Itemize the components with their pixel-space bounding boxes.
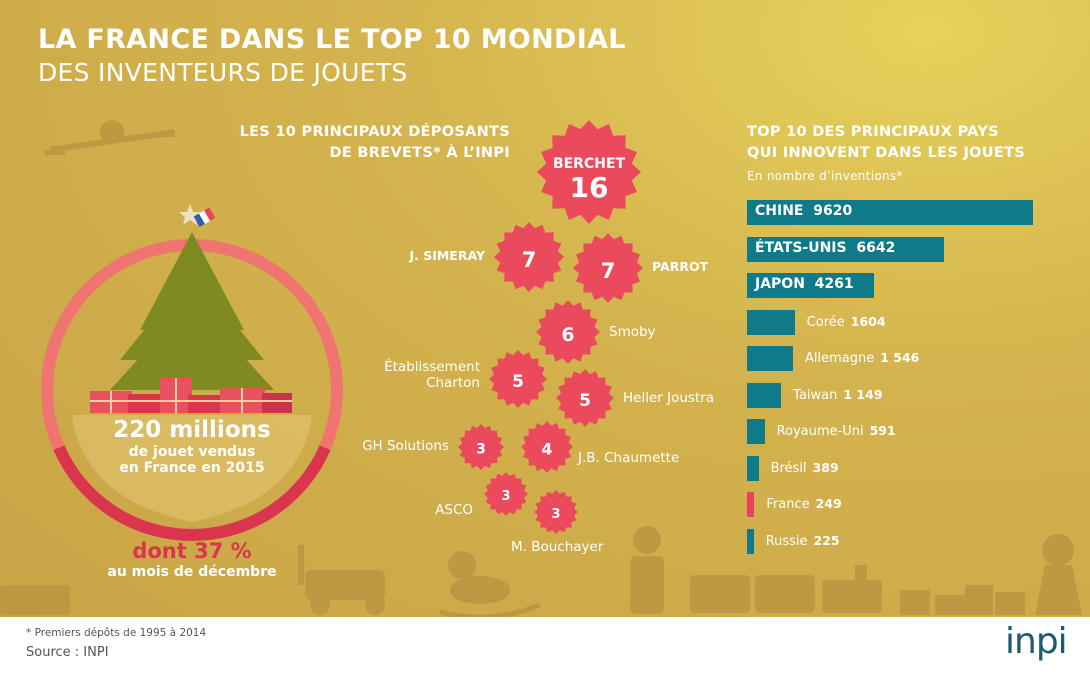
depositor-name: GH Solutions bbox=[362, 438, 449, 454]
source: Source : INPI bbox=[26, 645, 109, 660]
country-bar bbox=[747, 419, 765, 444]
country-label: Russie225 bbox=[766, 533, 840, 549]
country-label: Allemagne1 546 bbox=[805, 350, 919, 366]
depositor-name: J. SIMERAY bbox=[409, 248, 485, 263]
infographic-background: LA FRANCE DANS LE TOP 10 MONDIAL DES INV… bbox=[0, 0, 1090, 617]
inpi-logo: inpi bbox=[1005, 621, 1067, 662]
depositor-value: 7 bbox=[522, 248, 537, 272]
countries-subtitle: En nombre d’inventions* bbox=[747, 166, 1025, 187]
depositors-bubble-chart: BERCHET16 7 7 6 5 5 3 4 3 3 bbox=[0, 0, 1090, 617]
country-label: CHINE 9620 bbox=[755, 203, 852, 219]
country-label: Corée1604 bbox=[807, 314, 886, 330]
depositor-value: 3 bbox=[551, 507, 560, 522]
country-label: Royaume-Uni591 bbox=[777, 423, 896, 439]
country-label: Taiwan1 149 bbox=[793, 387, 882, 403]
countries-title-line1: TOP 10 DES PRINCIPAUX PAYS bbox=[747, 122, 1025, 143]
depositor-value: 4 bbox=[541, 439, 552, 458]
depositor-name: Smoby bbox=[609, 324, 656, 340]
depositor-name: ÉtablissementCharton bbox=[384, 359, 480, 391]
country-bar bbox=[747, 383, 781, 408]
depositor-value: 3 bbox=[476, 441, 486, 457]
depositor-name: ASCO bbox=[435, 502, 473, 518]
depositor-name: M. Bouchayer bbox=[511, 539, 603, 555]
depositor-value: 7 bbox=[601, 259, 616, 283]
country-bar bbox=[747, 529, 754, 554]
country-bar: ÉTATS-UNIS 6642 bbox=[747, 237, 944, 262]
footnote: * Premiers dépôts de 1995 à 2014 bbox=[26, 627, 206, 639]
depositor-value: 5 bbox=[579, 391, 591, 411]
depositor-value: 3 bbox=[501, 489, 510, 504]
country-label: France249 bbox=[766, 496, 841, 512]
country-label: JAPON 4261 bbox=[755, 276, 854, 292]
country-bar bbox=[747, 456, 759, 481]
depositor-name: PARROT bbox=[652, 259, 708, 274]
depositor-value: 6 bbox=[561, 324, 574, 346]
country-label: ÉTATS-UNIS 6642 bbox=[755, 240, 895, 256]
depositor-name: BERCHET bbox=[553, 156, 626, 172]
depositor-value: 16 bbox=[570, 171, 609, 204]
country-label: Brésil389 bbox=[771, 460, 839, 476]
country-bar: JAPON 4261 bbox=[747, 273, 874, 298]
country-bar: CHINE 9620 bbox=[747, 200, 1033, 225]
country-bar bbox=[747, 310, 795, 335]
depositor-name: J.B. Chaumette bbox=[578, 450, 679, 466]
footer: * Premiers dépôts de 1995 à 2014 Source … bbox=[0, 617, 1090, 677]
country-bar bbox=[747, 346, 793, 371]
countries-title-line2: QUI INNOVENT DANS LES JOUETS bbox=[747, 143, 1025, 164]
depositor-value: 5 bbox=[512, 372, 524, 392]
depositor-name: Heller Joustra bbox=[623, 390, 714, 406]
country-bar bbox=[747, 492, 754, 517]
